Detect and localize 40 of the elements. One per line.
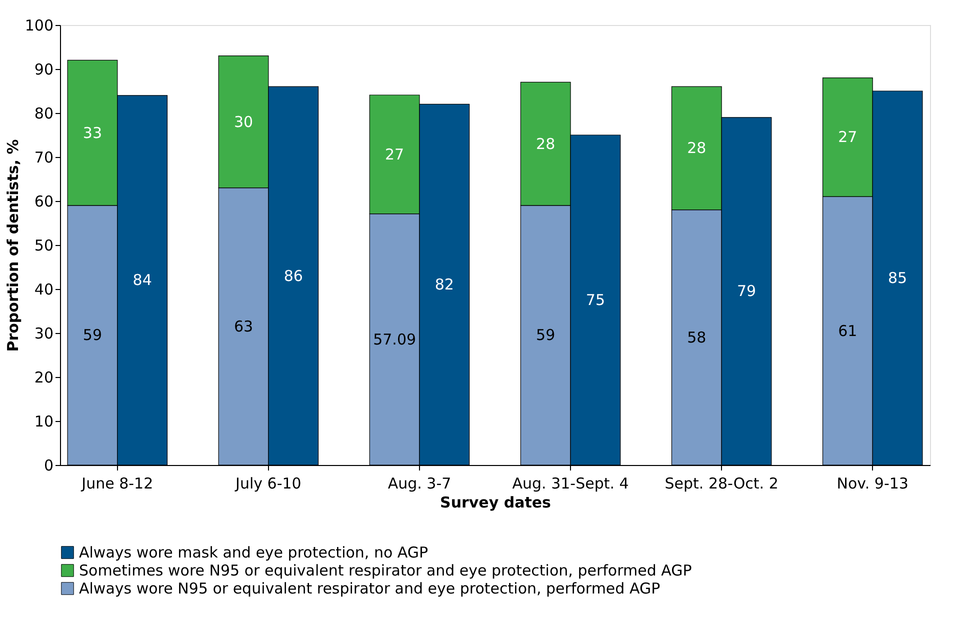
y-tick-label: 40 [34,280,54,298]
y-tick-label: 20 [34,368,54,386]
y-tick-label: 0 [44,456,54,474]
data-label: 27 [385,145,404,164]
data-label: 59 [536,326,556,344]
data-label: 28 [687,139,706,158]
x-tick-label: Aug. 31-Sept. 4 [512,474,629,492]
data-label: 79 [736,282,756,300]
data-label: 59 [82,326,102,344]
x-tick-label: Aug. 3-7 [388,474,452,492]
data-label: 27 [838,128,858,146]
data-label: 33 [82,124,102,142]
y-tick-label: 70 [34,148,54,166]
data-label: 61 [838,322,858,340]
data-label: 86 [284,266,303,285]
x-tick-label: July 6-10 [234,474,302,492]
y-tick-label: 100 [24,16,54,34]
x-tick-label: June 8-12 [80,474,154,492]
data-label: 28 [536,134,556,153]
y-tick-label: 80 [34,104,54,122]
data-label: 85 [888,269,908,287]
legend-label: Always wore mask and eye protection, no AGP [79,544,428,562]
data-label: 30 [234,112,254,131]
data-label: 84 [132,271,152,290]
data-label: 58 [687,328,706,346]
y-tick-label: 50 [34,236,54,254]
data-label: 63 [234,317,254,336]
y-tick-label: 10 [34,412,54,430]
y-tick-label: 30 [34,324,54,342]
legend-label: Always wore N95 or equivalent respirator and eye protection, performed AGP [79,580,660,598]
y-tick-label: 90 [34,60,54,78]
data-label: 57.09 [373,330,416,348]
y-axis-title: Proportion of dentists, % [4,139,22,352]
legend-label: Sometimes wore N95 or equivalent respirator and eye protection, performed AGP [79,562,692,580]
x-tick-label: Nov. 9-13 [836,474,908,492]
y-tick-label: 60 [34,192,54,210]
x-axis-title: Survey dates [440,494,552,512]
data-label: 75 [586,291,605,309]
x-tick-label: Sept. 28-Oct. 2 [664,474,778,492]
data-label: 82 [434,276,454,294]
